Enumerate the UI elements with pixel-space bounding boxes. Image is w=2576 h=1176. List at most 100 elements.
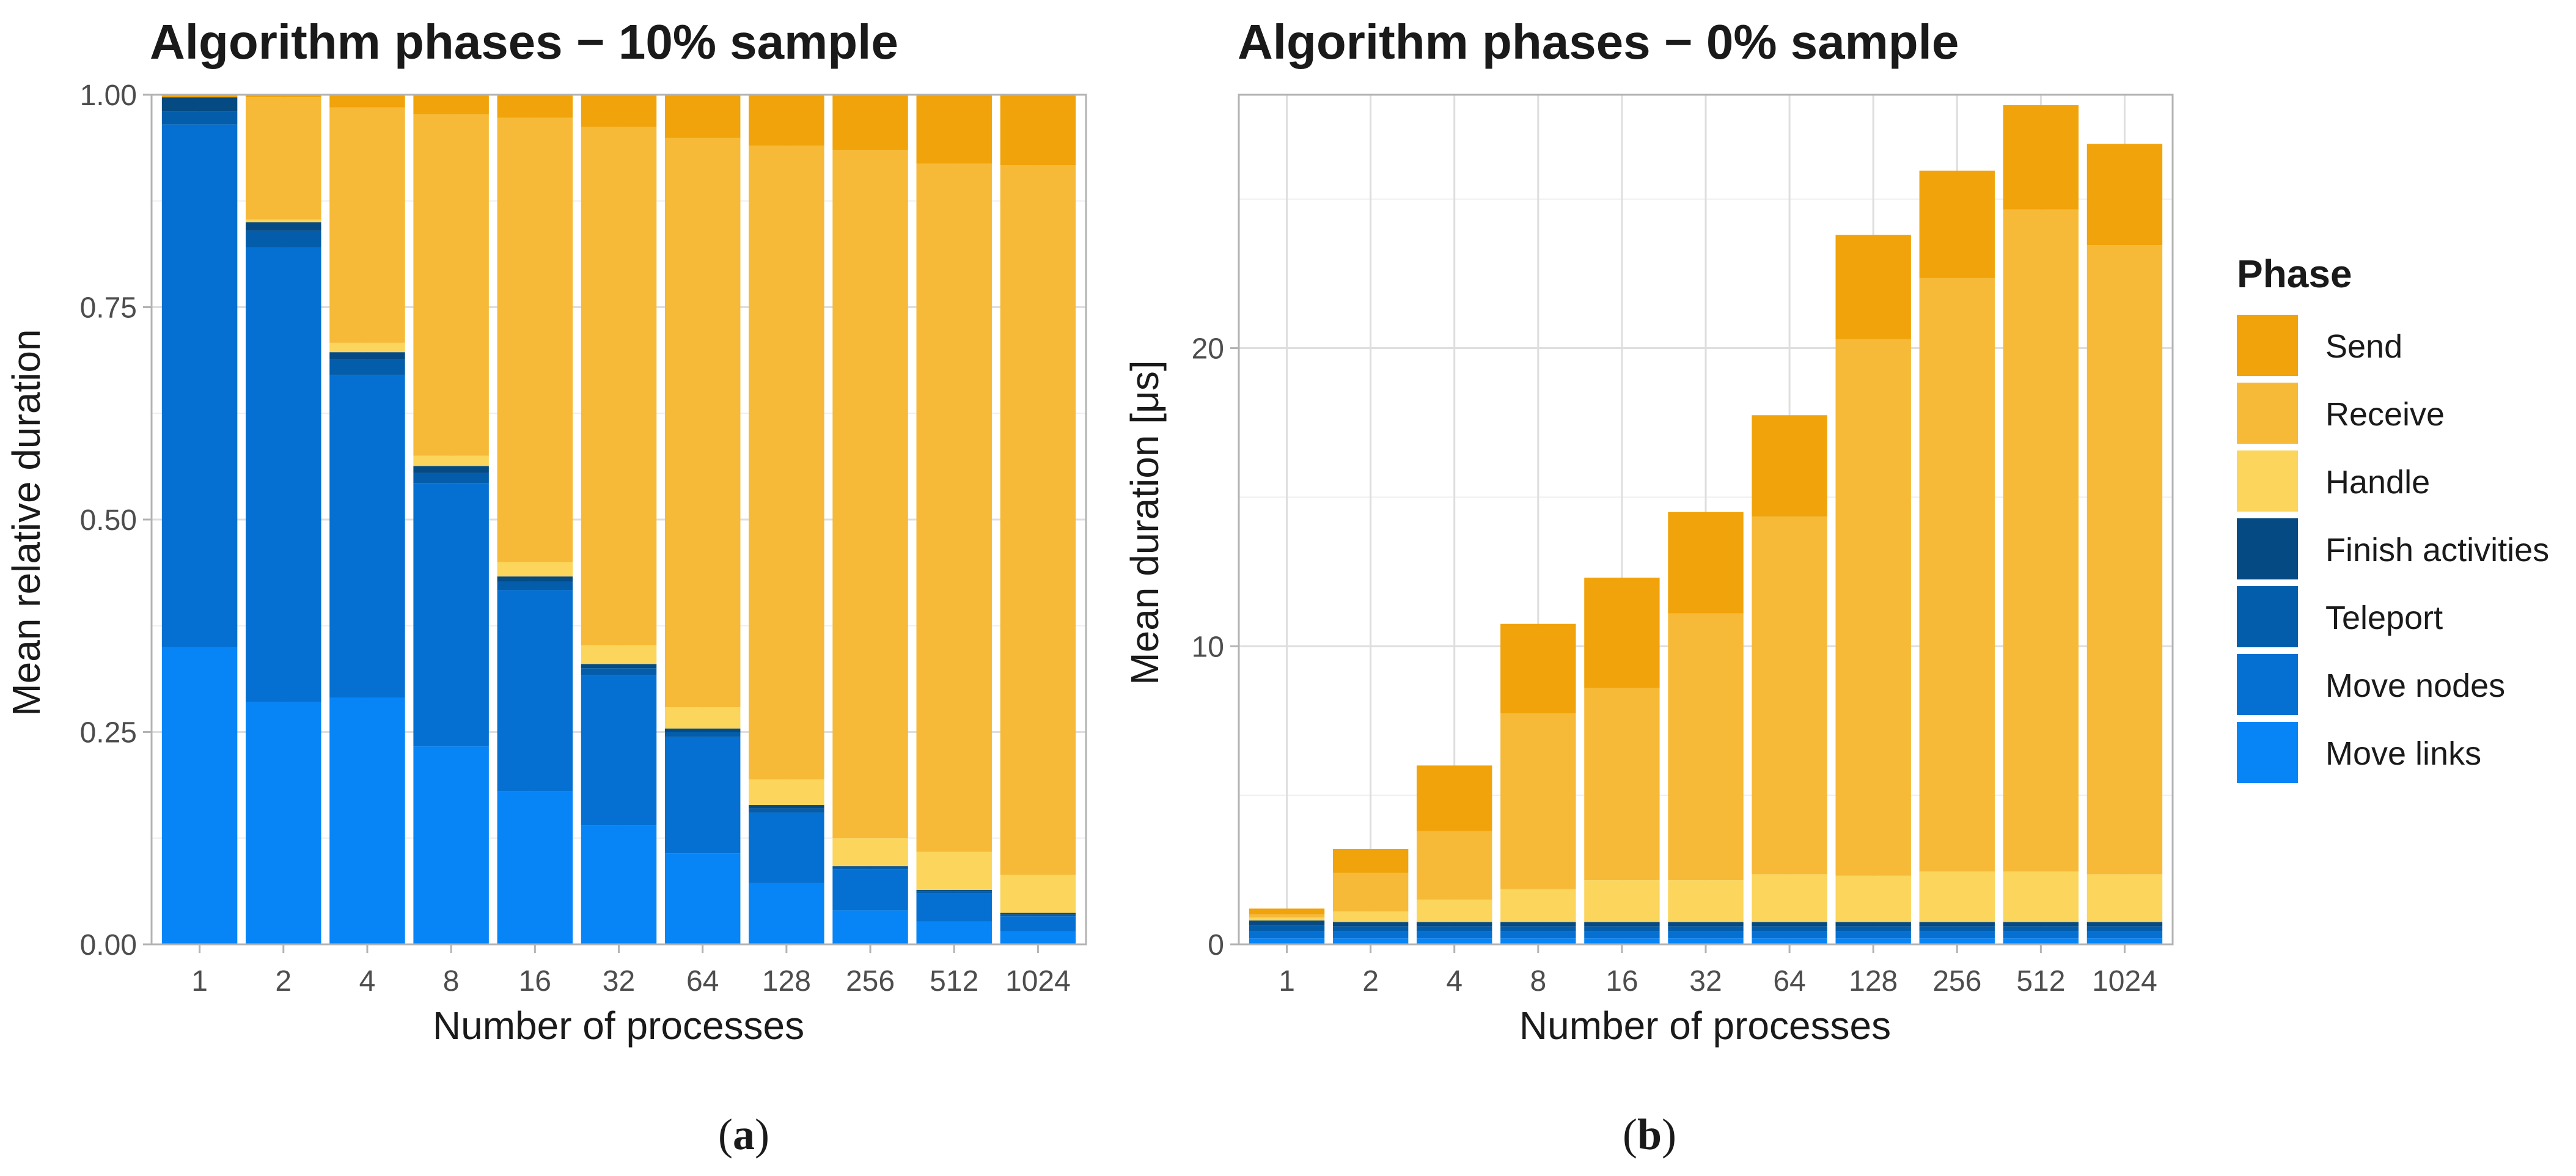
legend-swatch-move-nodes — [2237, 654, 2298, 715]
chart-b-xtick-label: 512 — [2016, 965, 2065, 998]
chart-b-xtick-label: 2 — [1362, 965, 1379, 998]
chart-a-xtick-label: 1 — [191, 965, 208, 998]
chart-b-bar-move-nodes-2 — [1332, 931, 1409, 939]
svg-text:(: ( — [718, 1110, 733, 1159]
chart-b-bar-finish-activities-1024 — [2086, 922, 2163, 927]
chart-b-bar-send-128 — [1835, 235, 1911, 339]
chart-a-bar-teleport-16 — [497, 581, 573, 590]
chart-b-bar-move-nodes-256 — [1919, 931, 1995, 939]
chart-a-bar-finish-activities-256 — [832, 866, 908, 868]
chart-b-bar-teleport-2 — [1332, 926, 1409, 932]
chart-a-bar-teleport-256 — [832, 867, 908, 870]
chart-b-bar-send-64 — [1752, 415, 1827, 517]
chart-a-bar-send-512 — [916, 95, 992, 164]
chart-b-bar-finish-activities-8 — [1500, 922, 1576, 927]
caption-b-label: b — [1637, 1110, 1662, 1159]
chart-b-bar-finish-activities-64 — [1752, 922, 1827, 927]
chart-b-bar-finish-activities-1 — [1249, 920, 1325, 925]
chart-b-bar-send-8 — [1500, 623, 1576, 714]
chart-b-bar-receive-128 — [1835, 339, 1911, 876]
chart-b-bar-handle-16 — [1584, 880, 1660, 922]
chart-b-bar-handle-8 — [1500, 889, 1576, 922]
chart-a-bar-teleport-2 — [246, 230, 321, 248]
chart-b-bar-handle-4 — [1417, 899, 1492, 922]
chart-b-xtick-label: 8 — [1530, 965, 1546, 998]
legend-swatch-receive — [2237, 383, 2298, 444]
chart-b-bar-send-1024 — [2086, 144, 2163, 246]
chart-b-ytick-label: 0 — [1208, 929, 1224, 961]
chart-b-ytick-label: 20 — [1192, 333, 1224, 366]
chart-b-bar-finish-activities-256 — [1919, 922, 1995, 927]
chart-a-xtick-label: 4 — [359, 965, 376, 998]
chart-b-bar-receive-2 — [1332, 872, 1409, 912]
chart-b-xtick-label: 4 — [1446, 965, 1462, 998]
chart-a-xtick-label: 2 — [275, 965, 292, 998]
chart-a-bar-move-links-16 — [497, 791, 573, 944]
chart-b-bar-receive-4 — [1417, 831, 1492, 900]
chart-a-bar-handle-128 — [749, 779, 824, 806]
chart-b-ylabel: Mean duration [μs] — [1123, 360, 1167, 685]
chart-a-bar-receive-64 — [664, 138, 741, 708]
chart-b-bar-teleport-16 — [1584, 926, 1660, 932]
chart-a-bar-receive-4 — [329, 107, 405, 343]
chart-b-bar-teleport-256 — [1919, 926, 1995, 932]
chart-a-xtick-label: 128 — [762, 965, 811, 998]
chart-a-xtick-label: 64 — [686, 965, 719, 998]
chart-a-xtick-label: 256 — [846, 965, 895, 998]
chart-b-bar-move-links-4 — [1417, 938, 1492, 944]
chart-b-bar-send-256 — [1919, 171, 1995, 278]
chart-a-bar-teleport-8 — [413, 472, 489, 483]
legend-items: Send Receive Handle Finish activities Telepo… — [2237, 315, 2549, 783]
chart-a-bar-move-nodes-512 — [916, 893, 992, 922]
chart-b-bar-move-links-256 — [1919, 938, 1995, 944]
chart-b-bar-move-links-8 — [1500, 938, 1576, 944]
chart-a-bar-receive-1024 — [1000, 165, 1076, 875]
chart-b-ytick-label: 10 — [1192, 631, 1224, 663]
legend-swatch-handle — [2237, 450, 2298, 512]
chart-b-bar-move-nodes-32 — [1668, 931, 1744, 939]
legend-label-teleport: Teleport — [2325, 600, 2443, 636]
chart-b-bar-receive-1024 — [2086, 245, 2163, 875]
chart-a-bar-move-links-4 — [329, 697, 405, 944]
legend-label-handle: Handle — [2325, 464, 2430, 501]
chart-b-bar-handle-128 — [1835, 875, 1911, 922]
chart-b-bar-receive-1 — [1249, 914, 1325, 918]
chart-a-bar-move-links-1024 — [1000, 932, 1076, 944]
chart-b-xlabel: Number of processes — [1519, 1004, 1891, 1048]
chart-a-bar-move-nodes-1 — [161, 124, 238, 647]
chart-b-bar-send-4 — [1417, 765, 1492, 831]
chart-b-bar-move-links-32 — [1668, 938, 1744, 944]
legend-swatch-move-links — [2237, 722, 2298, 783]
chart-a-bar-move-links-512 — [916, 921, 992, 944]
chart-b-bar-send-512 — [2003, 105, 2079, 210]
chart-a-bar-move-nodes-32 — [581, 675, 657, 826]
chart-b-bar-move-links-2 — [1332, 938, 1409, 944]
chart-b-xtick-label: 256 — [1932, 965, 1981, 998]
chart-b-bar-handle-32 — [1668, 880, 1744, 922]
chart-a-bar-receive-256 — [832, 150, 908, 839]
chart-a-bar-teleport-1 — [161, 111, 238, 125]
chart-b-bar-handle-1024 — [2086, 874, 2163, 922]
chart-b-xtick-label: 128 — [1849, 965, 1898, 998]
chart-a-bar-finish-activities-4 — [329, 352, 405, 360]
chart-b-xtick-label: 16 — [1605, 965, 1638, 998]
panel-a-chart: Algorithm phases − 10% sample 0.000.250.… — [4, 15, 1087, 1048]
chart-a-bar-send-1024 — [1000, 95, 1076, 166]
chart-b-bar-finish-activities-512 — [2003, 922, 2079, 927]
chart-b-bar-teleport-4 — [1417, 926, 1492, 932]
chart-a-bar-receive-8 — [413, 114, 489, 456]
chart-b-bar-finish-activities-128 — [1835, 922, 1911, 927]
chart-a-bar-send-2 — [246, 95, 321, 98]
caption-a: ( a ) — [718, 1110, 769, 1159]
chart-a-bar-handle-32 — [581, 645, 657, 664]
legend-swatch-finish-activities — [2237, 518, 2298, 579]
chart-a-bar-send-8 — [413, 95, 489, 114]
legend: Phase Send Receive Handle Finish activities… — [2237, 252, 2549, 783]
legend-label-move-nodes: Move nodes — [2325, 667, 2505, 704]
chart-a-bar-move-links-256 — [832, 910, 908, 944]
chart-b-bar-send-2 — [1332, 848, 1409, 873]
chart-b-bar-move-nodes-64 — [1752, 931, 1827, 939]
chart-a-bar-move-links-1 — [161, 647, 238, 944]
